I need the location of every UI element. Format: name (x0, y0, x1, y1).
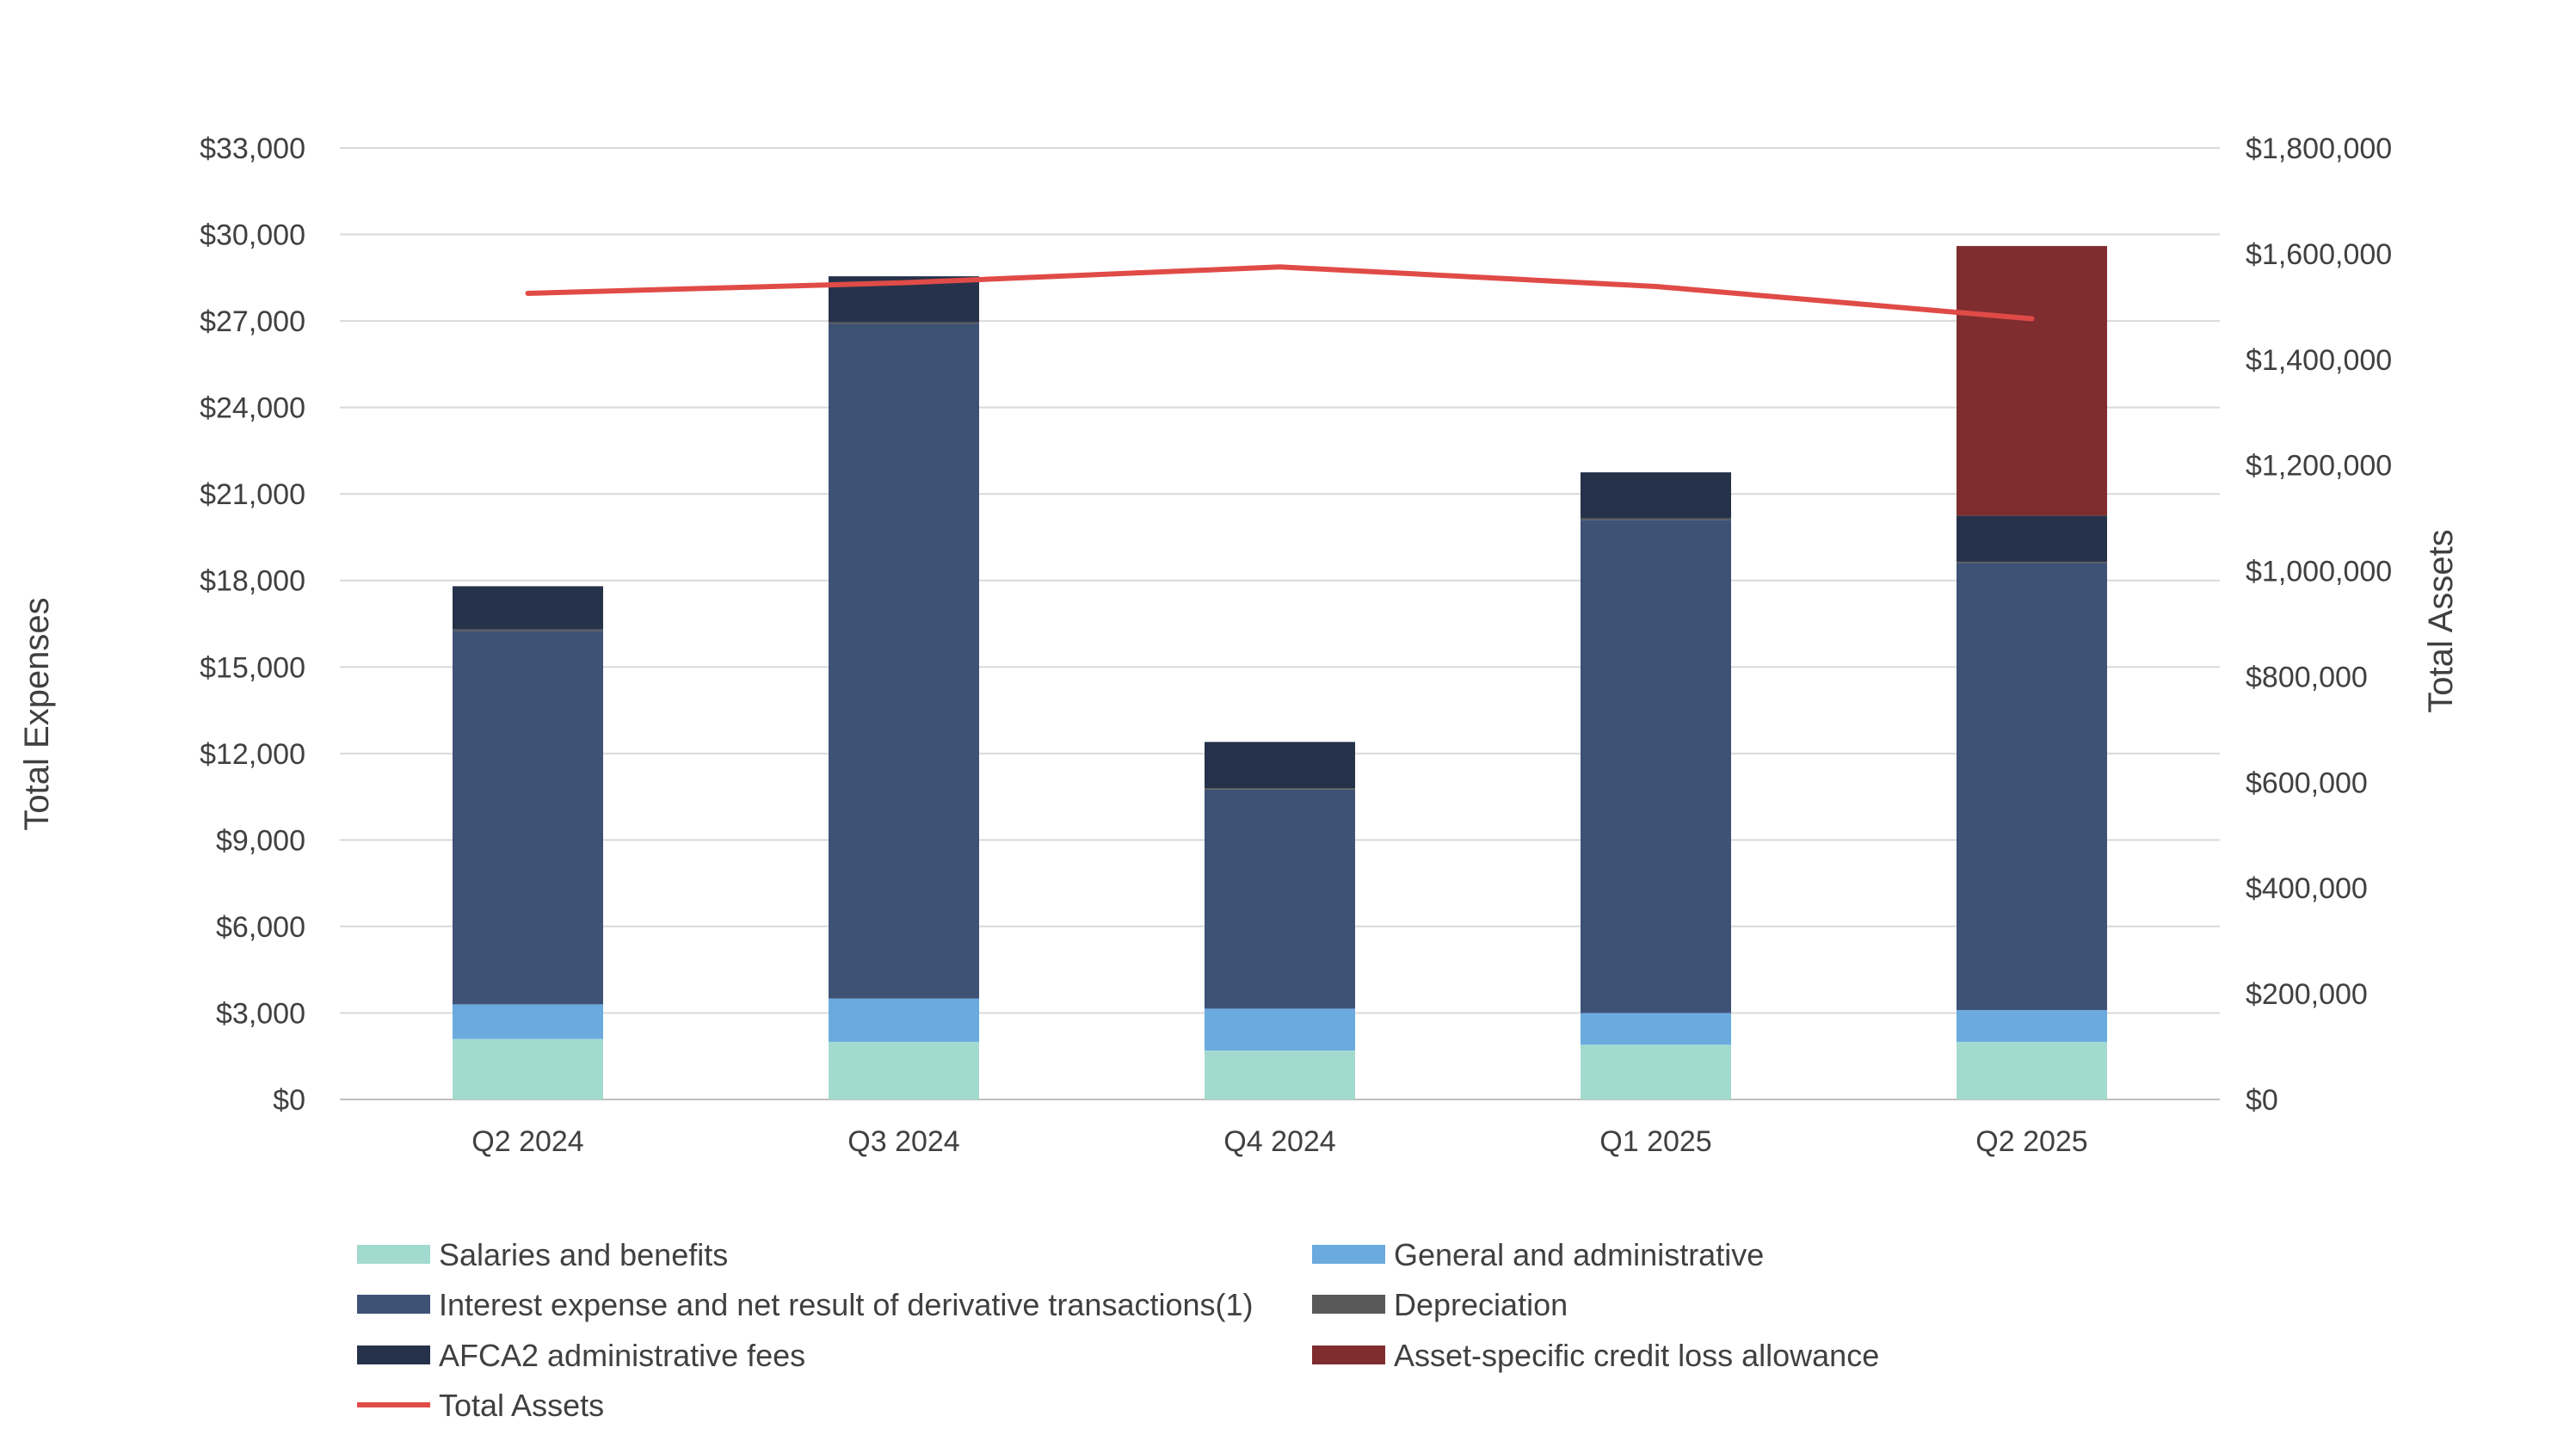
bar-segment-0 (453, 1038, 603, 1099)
bar-segment-3 (1581, 518, 1731, 520)
left-tick-label: $30,000 (200, 219, 305, 252)
left-tick-label: $15,000 (200, 651, 305, 684)
left-tick-label: $3,000 (216, 997, 305, 1030)
bar-segment-2 (1581, 520, 1731, 1013)
legend-swatch-5 (1312, 1346, 1385, 1364)
left-tick-label: $0 (273, 1084, 305, 1117)
bar-segment-0 (1205, 1050, 1355, 1099)
bar-segment-4 (1957, 515, 2107, 562)
x-axis-ticks: Q2 2024 Q3 2024 Q4 2024 Q1 2025 Q2 2025 (471, 1125, 2087, 1158)
right-tick-label: $1,800,000 (2246, 132, 2392, 165)
bar-segment-3 (829, 322, 979, 324)
right-tick-label: $800,000 (2246, 661, 2368, 693)
bar-segment-2 (453, 631, 603, 1005)
bar-segment-1 (1205, 1008, 1355, 1051)
x-tick-label: Q2 2024 (471, 1125, 583, 1158)
total-assets-line-layer (525, 264, 2035, 322)
x-tick-label: Q4 2024 (1223, 1125, 1335, 1158)
right-tick-label: $0 (2246, 1084, 2278, 1117)
right-tick-label: $1,200,000 (2246, 450, 2392, 483)
bar-segment-2 (1205, 789, 1355, 1009)
legend-swatch-1 (1312, 1245, 1385, 1264)
x-tick-label: Q1 2025 (1599, 1125, 1711, 1158)
legend-label: Total Assets (439, 1388, 604, 1423)
right-tick-label: $1,000,000 (2246, 556, 2392, 588)
right-tick-label: $400,000 (2246, 872, 2368, 905)
legend: Salaries and benefits General and adminis… (357, 1237, 1879, 1423)
left-tick-label: $33,000 (200, 132, 305, 165)
legend-swatch-2 (357, 1295, 430, 1314)
left-axis-ticks: $0 $3,000 $6,000 $9,000 $12,000 $15,000 $18,00… (200, 132, 305, 1117)
bar-segment-1 (1581, 1013, 1731, 1045)
left-tick-label: $9,000 (216, 824, 305, 857)
left-axis-title: Total Expenses (18, 597, 56, 830)
right-tick-label: $1,400,000 (2246, 344, 2392, 377)
left-tick-label: $24,000 (200, 392, 305, 425)
legend-swatch-4 (357, 1346, 430, 1364)
left-tick-label: $6,000 (216, 911, 305, 944)
legend-label: Depreciation (1394, 1287, 1568, 1322)
legend-swatch-3 (1312, 1295, 1385, 1314)
bar-segment-3 (1957, 561, 2107, 563)
left-tick-label: $27,000 (200, 305, 305, 338)
x-tick-label: Q2 2025 (1975, 1125, 2087, 1158)
legend-label: General and administrative (1394, 1237, 1764, 1272)
bar-segment-3 (1205, 788, 1355, 790)
bars (453, 245, 2107, 1099)
bar-segment-2 (829, 323, 979, 999)
bar-segment-4 (453, 586, 603, 630)
legend-swatch-0 (357, 1245, 430, 1264)
right-tick-label: $600,000 (2246, 767, 2368, 799)
right-axis-ticks: $0 $200,000 $400,000 $600,000 $800,000 $1,000… (2246, 132, 2392, 1117)
bar-segment-4 (1205, 742, 1355, 789)
bar-segment-0 (1581, 1044, 1731, 1099)
left-tick-label: $21,000 (200, 478, 305, 511)
legend-label: Salaries and benefits (439, 1237, 728, 1272)
bar-segment-1 (453, 1004, 603, 1039)
legend-label: Asset-specific credit loss allowance (1394, 1338, 1879, 1373)
bar-segment-3 (453, 629, 603, 631)
legend-label: AFCA2 administrative fees (439, 1338, 805, 1373)
bar-segment-1 (829, 998, 979, 1042)
right-tick-label: $1,600,000 (2246, 238, 2392, 271)
bar-segment-4 (1581, 472, 1731, 519)
right-tick-label: $200,000 (2246, 978, 2368, 1011)
left-tick-label: $12,000 (200, 738, 305, 771)
legend-label: Interest expense and net result of deriv… (439, 1287, 1254, 1322)
bar-segment-0 (829, 1041, 979, 1099)
total-assets-line (525, 264, 2035, 322)
bar-segment-1 (1957, 1010, 2107, 1042)
left-tick-label: $18,000 (200, 565, 305, 598)
x-tick-label: Q3 2024 (847, 1125, 959, 1158)
bar-segment-5 (1957, 245, 2107, 516)
right-axis-title: Total Assets (2422, 529, 2460, 712)
bar-segment-2 (1957, 563, 2107, 1011)
bar-segment-0 (1957, 1041, 2107, 1099)
